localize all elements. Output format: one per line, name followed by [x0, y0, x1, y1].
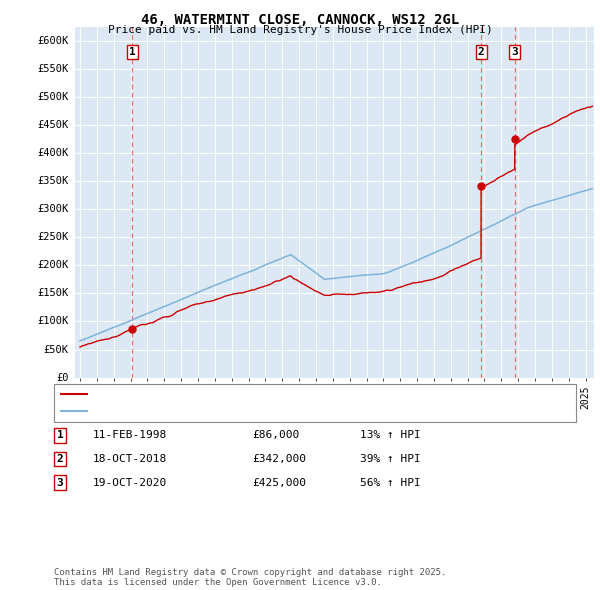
Text: £200K: £200K: [38, 260, 69, 270]
Text: Contains HM Land Registry data © Crown copyright and database right 2025.
This d: Contains HM Land Registry data © Crown c…: [54, 568, 446, 587]
Text: £550K: £550K: [38, 64, 69, 74]
Text: 46, WATERMINT CLOSE, CANNOCK, WS12 2GL: 46, WATERMINT CLOSE, CANNOCK, WS12 2GL: [141, 13, 459, 27]
Text: £300K: £300K: [38, 204, 69, 214]
Text: 2: 2: [56, 454, 64, 464]
Text: 56% ↑ HPI: 56% ↑ HPI: [360, 478, 421, 487]
Text: £425,000: £425,000: [252, 478, 306, 487]
Text: £250K: £250K: [38, 232, 69, 242]
Text: 11-FEB-1998: 11-FEB-1998: [93, 431, 167, 440]
Text: HPI: Average price, detached house, Cannock Chase: HPI: Average price, detached house, Cann…: [90, 406, 396, 416]
Text: £342,000: £342,000: [252, 454, 306, 464]
Text: 3: 3: [511, 47, 518, 57]
Text: 46, WATERMINT CLOSE, CANNOCK, WS12 2GL (detached house): 46, WATERMINT CLOSE, CANNOCK, WS12 2GL (…: [90, 389, 434, 399]
Text: Price paid vs. HM Land Registry's House Price Index (HPI): Price paid vs. HM Land Registry's House …: [107, 25, 493, 35]
Text: £86,000: £86,000: [252, 431, 299, 440]
Text: 19-OCT-2020: 19-OCT-2020: [93, 478, 167, 487]
Text: £100K: £100K: [38, 316, 69, 326]
Text: £50K: £50K: [44, 345, 69, 355]
Text: £150K: £150K: [38, 289, 69, 299]
Text: 13% ↑ HPI: 13% ↑ HPI: [360, 431, 421, 440]
Text: £400K: £400K: [38, 148, 69, 158]
Text: £0: £0: [56, 373, 69, 382]
Text: 39% ↑ HPI: 39% ↑ HPI: [360, 454, 421, 464]
Text: 1: 1: [129, 47, 136, 57]
Text: £600K: £600K: [38, 35, 69, 45]
Text: £450K: £450K: [38, 120, 69, 130]
Text: 18-OCT-2018: 18-OCT-2018: [93, 454, 167, 464]
Text: 1: 1: [56, 431, 64, 440]
Text: 2: 2: [478, 47, 484, 57]
Text: £350K: £350K: [38, 176, 69, 186]
Text: 3: 3: [56, 478, 64, 487]
Text: £500K: £500K: [38, 92, 69, 101]
